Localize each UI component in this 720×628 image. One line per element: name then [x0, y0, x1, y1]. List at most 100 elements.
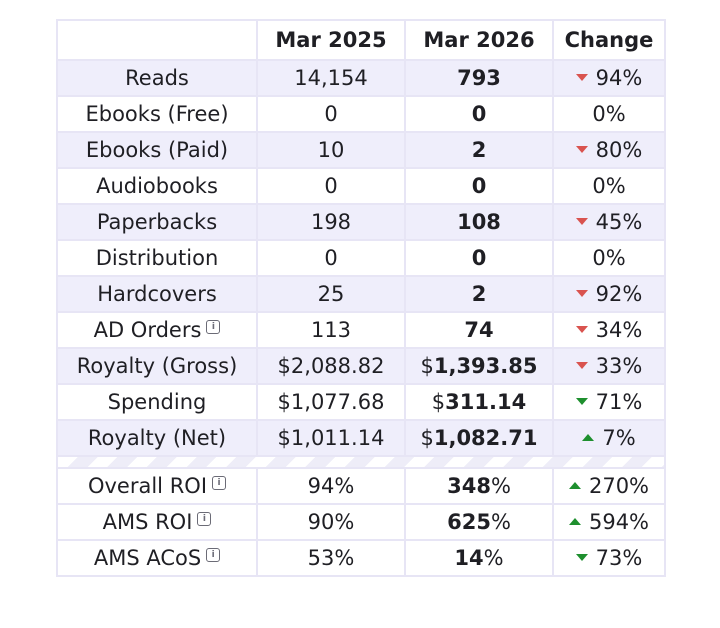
info-icon[interactable]: i [212, 476, 227, 490]
percent-suffix: % [483, 546, 504, 570]
row-label: Spending [107, 390, 207, 414]
value-mar-2026-number: 74 [464, 318, 494, 342]
percent-suffix: % [490, 510, 511, 534]
change-cell: 92% [552, 275, 666, 313]
row-label: Audiobooks [96, 174, 218, 198]
change-cell: 0% [552, 167, 666, 205]
change-cell: 0% [552, 95, 666, 133]
row-label: AD Orders [93, 318, 202, 342]
value-mar-2025: 0 [256, 167, 406, 205]
change-cell: 270% [552, 467, 666, 505]
table-row: Distribution 0 0 0% [56, 239, 666, 277]
row-label: Ebooks (Paid) [85, 138, 229, 162]
info-icon[interactable]: i [197, 512, 212, 526]
value-mar-2026: 0 [404, 95, 554, 133]
change-value: 7% [602, 426, 636, 450]
change-value: 0% [592, 174, 626, 198]
table-row: Overall ROI i 94% 348% 270% [56, 467, 666, 505]
value-mar-2025: 113 [256, 311, 406, 349]
value-mar-2025: 10 [256, 131, 406, 169]
change-value: 45% [595, 210, 643, 234]
table-row: Royalty (Net) $1,011.14 $1,082.71 7% [56, 419, 666, 457]
value-mar-2025: 53% [256, 539, 406, 577]
change-cell: 0% [552, 239, 666, 277]
triangle-down-icon [575, 553, 588, 561]
value-mar-2026: $1,393.85 [404, 347, 554, 385]
header-blank [56, 19, 258, 61]
table-row: Ebooks (Paid) 10 2 80% [56, 131, 666, 169]
row-label-cell: Hardcovers [56, 275, 258, 313]
row-label-cell: AMS ACoS i [56, 539, 258, 577]
table-row: Audiobooks 0 0 0% [56, 167, 666, 205]
triangle-down-icon [575, 361, 588, 369]
row-label-cell: Paperbacks [56, 203, 258, 241]
table-row: Royalty (Gross) $2,088.82 $1,393.85 33% [56, 347, 666, 385]
change-cell: 80% [552, 131, 666, 169]
value-mar-2026-number: 2 [471, 138, 487, 162]
row-label-cell: Ebooks (Paid) [56, 131, 258, 169]
triangle-down-icon [575, 289, 588, 297]
value-mar-2025: 25 [256, 275, 406, 313]
row-label-cell: Overall ROI i [56, 467, 258, 505]
currency-prefix: $ [420, 354, 434, 378]
value-mar-2026: 625% [404, 503, 554, 541]
value-mar-2026-number: 1,393.85 [433, 354, 538, 378]
value-mar-2026: $311.14 [404, 383, 554, 421]
value-mar-2025: $1,077.68 [256, 383, 406, 421]
table-row: Paperbacks 198 108 45% [56, 203, 666, 241]
row-label-cell: Spending [56, 383, 258, 421]
currency-prefix: $ [431, 390, 446, 414]
value-mar-2026: $1,082.71 [404, 419, 554, 457]
table-row: AD Orders i 113 74 34% [56, 311, 666, 349]
row-label-cell: Distribution [56, 239, 258, 277]
section-divider [56, 455, 666, 469]
triangle-down-icon [575, 73, 588, 81]
value-mar-2026-number: 311.14 [445, 390, 527, 414]
header-mar-2025: Mar 2025 [256, 19, 406, 61]
info-icon[interactable]: i [206, 548, 221, 562]
header-row: Mar 2025 Mar 2026 Change [56, 19, 666, 61]
value-mar-2026: 2 [404, 131, 554, 169]
value-mar-2026-number: 14 [454, 546, 484, 570]
triangle-down-icon [575, 397, 588, 405]
row-label: Paperbacks [96, 210, 218, 234]
change-cell: 594% [552, 503, 666, 541]
value-mar-2026: 2 [404, 275, 554, 313]
value-mar-2026-number: 2 [471, 282, 487, 306]
row-label: Ebooks (Free) [85, 102, 229, 126]
row-label: Hardcovers [97, 282, 217, 306]
row-label: AMS ACoS [93, 546, 202, 570]
row-label-cell: AD Orders i [56, 311, 258, 349]
change-cell: 34% [552, 311, 666, 349]
triangle-down-icon [575, 217, 588, 225]
table-row: Ebooks (Free) 0 0 0% [56, 95, 666, 133]
change-value: 0% [592, 102, 626, 126]
row-label-cell: Royalty (Net) [56, 419, 258, 457]
value-mar-2026: 14% [404, 539, 554, 577]
table-row: Reads 14,154 793 94% [56, 59, 666, 97]
change-value: 0% [592, 246, 626, 270]
section-divider-cell [56, 455, 666, 469]
info-icon[interactable]: i [206, 320, 221, 334]
comparison-table: Mar 2025 Mar 2026 Change Reads 14,154 793 9… [56, 19, 666, 577]
change-value: 92% [595, 282, 643, 306]
change-value: 71% [595, 390, 643, 414]
row-label-cell: Ebooks (Free) [56, 95, 258, 133]
triangle-up-icon [568, 517, 581, 525]
change-value: 270% [588, 474, 650, 498]
table-body: Reads 14,154 793 94% Ebooks (Free) 0 0 0% Ebooks… [56, 59, 666, 577]
table-row: Hardcovers 25 2 92% [56, 275, 666, 313]
triangle-down-icon [575, 145, 588, 153]
value-mar-2025: 90% [256, 503, 406, 541]
row-label: Distribution [95, 246, 219, 270]
row-label: Reads [125, 66, 189, 90]
change-cell: 94% [552, 59, 666, 97]
value-mar-2025: 0 [256, 239, 406, 277]
change-value: 80% [595, 138, 643, 162]
value-mar-2026: 74 [404, 311, 554, 349]
value-mar-2025: $1,011.14 [256, 419, 406, 457]
change-value: 594% [588, 510, 650, 534]
value-mar-2026: 793 [404, 59, 554, 97]
value-mar-2026: 0 [404, 239, 554, 277]
